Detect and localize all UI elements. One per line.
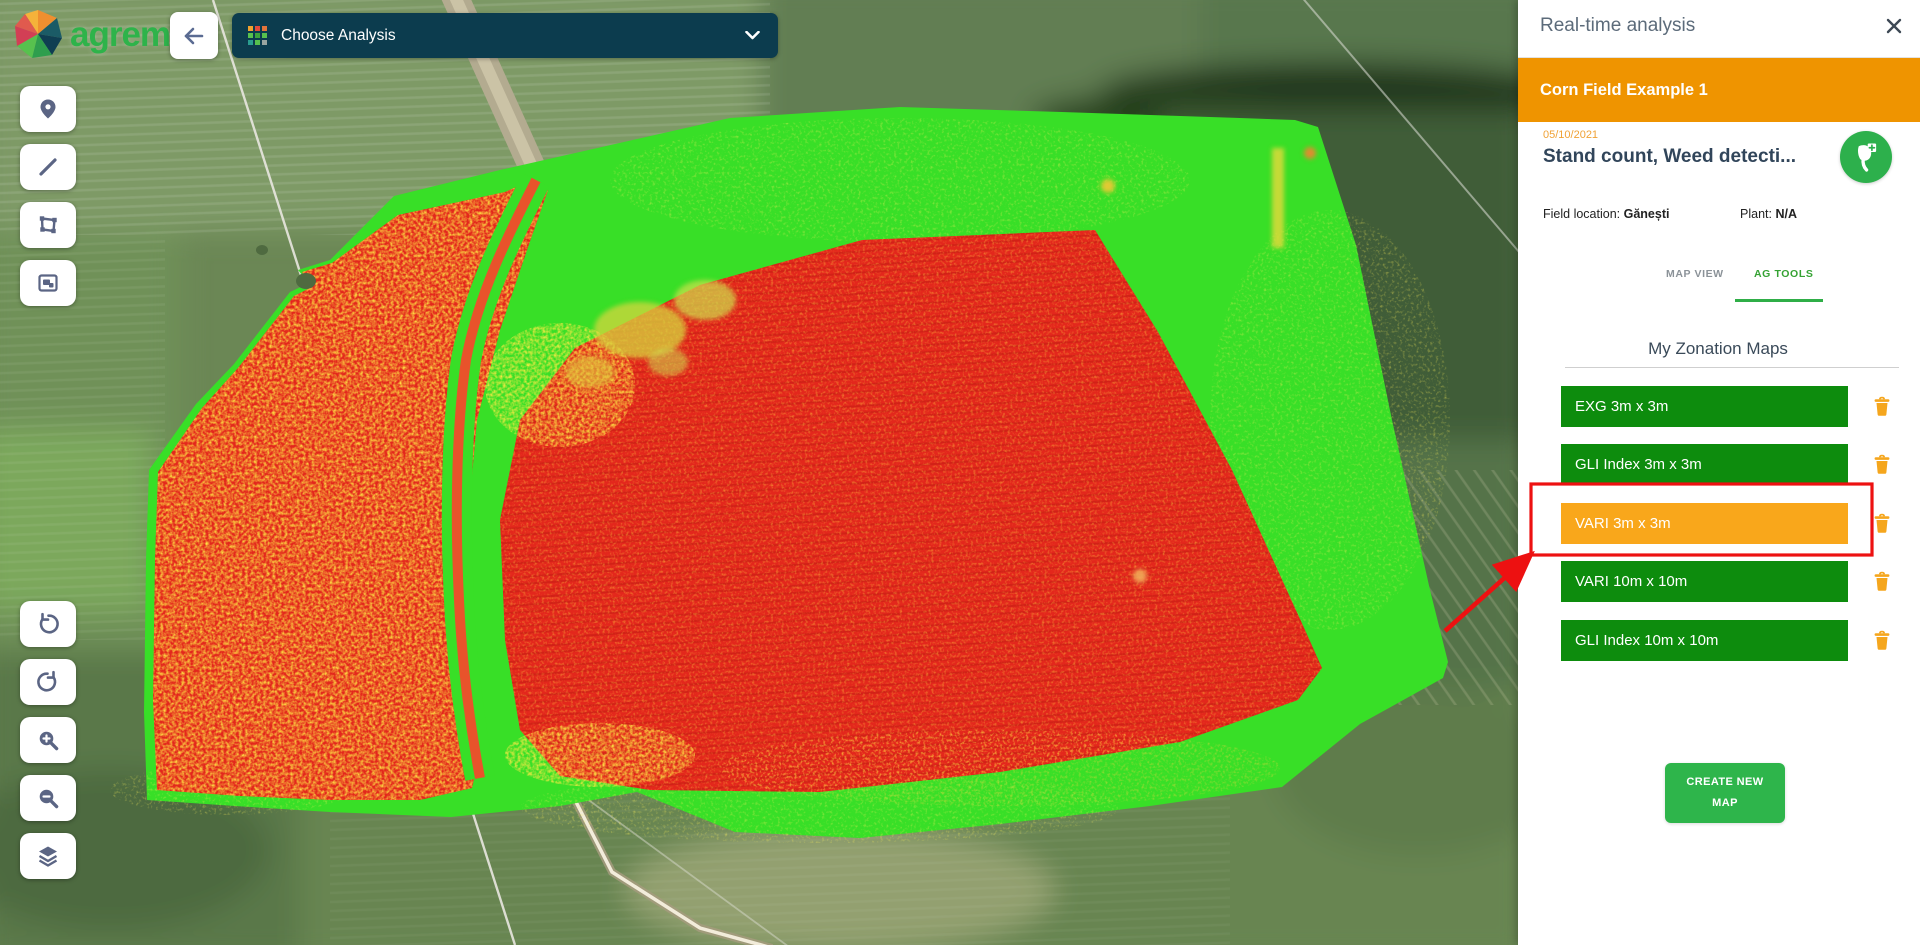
trash-icon bbox=[1874, 630, 1890, 650]
zonation-map-label: GLI Index 3m x 3m bbox=[1575, 456, 1702, 473]
create-new-map-label: CREATE NEW MAP bbox=[1686, 776, 1764, 809]
zonation-map-gli-10m[interactable]: GLI Index 10m x 10m bbox=[1561, 620, 1848, 661]
delete-gli-3m-button[interactable] bbox=[1871, 453, 1893, 475]
trash-icon bbox=[1874, 513, 1890, 533]
satellite-map bbox=[0, 0, 1518, 945]
delete-gli-10m-button[interactable] bbox=[1871, 629, 1893, 651]
map-canvas[interactable]: agremo™ Choose Analysis bbox=[0, 0, 1518, 945]
plant-label: Plant: bbox=[1740, 207, 1776, 221]
layers-icon bbox=[38, 846, 58, 867]
section-divider bbox=[1565, 367, 1899, 368]
choose-analysis-label: Choose Analysis bbox=[281, 26, 396, 44]
zonation-map-label: EXG 3m x 3m bbox=[1575, 398, 1669, 415]
field-name-banner: Corn Field Example 1 bbox=[1518, 58, 1920, 122]
zoom-in-button[interactable] bbox=[20, 717, 76, 763]
field-location-value: Gănești bbox=[1623, 207, 1670, 221]
add-analysis-button[interactable] bbox=[1840, 131, 1892, 183]
delete-vari-10m-button[interactable] bbox=[1871, 570, 1893, 592]
header-divider bbox=[1518, 57, 1920, 58]
real-time-analysis-panel: Real-time analysis Corn Field Example 1 … bbox=[1518, 0, 1920, 945]
zonation-map-label: VARI 10m x 10m bbox=[1575, 573, 1688, 590]
delete-exg-3m-button[interactable] bbox=[1871, 395, 1893, 417]
leaf-plus-icon bbox=[1857, 143, 1877, 172]
trash-icon bbox=[1874, 396, 1890, 416]
chevron-down-icon bbox=[745, 31, 760, 40]
panel-tabs: MAP VIEW AG TOOLS bbox=[1518, 268, 1920, 288]
ndvi-overlay-layer bbox=[110, 107, 1450, 843]
location-pin-button[interactable] bbox=[20, 86, 76, 132]
field-location-label: Field location: bbox=[1543, 207, 1624, 221]
back-arrow-icon bbox=[184, 27, 204, 44]
zoom-out-button[interactable] bbox=[20, 775, 76, 821]
close-button[interactable] bbox=[1885, 17, 1905, 37]
back-button[interactable] bbox=[170, 12, 218, 59]
zonation-map-gli-3m[interactable]: GLI Index 3m x 3m bbox=[1561, 444, 1848, 485]
close-icon bbox=[1886, 18, 1902, 34]
tab-ag-tools[interactable]: AG TOOLS bbox=[1754, 268, 1814, 280]
zoom-out-icon bbox=[39, 789, 59, 809]
undo-button[interactable] bbox=[20, 601, 76, 647]
active-tab-underline bbox=[1735, 299, 1823, 302]
draw-polygon-icon bbox=[39, 216, 57, 234]
image-overlay-button[interactable] bbox=[20, 260, 76, 306]
measure-line-icon bbox=[39, 158, 57, 176]
undo-icon bbox=[39, 612, 59, 634]
trash-icon bbox=[1874, 454, 1890, 474]
redo-icon bbox=[37, 670, 57, 692]
trash-icon bbox=[1874, 571, 1890, 591]
create-new-map-button[interactable]: CREATE NEW MAP bbox=[1665, 763, 1785, 823]
analysis-title: Stand count, Weed detecti... bbox=[1543, 146, 1797, 167]
image-overlay-icon bbox=[38, 274, 58, 292]
zonation-map-vari-10m[interactable]: VARI 10m x 10m bbox=[1561, 561, 1848, 602]
analysis-date: 05/10/2021 bbox=[1543, 129, 1599, 141]
agremo-leaf-icon bbox=[15, 10, 62, 58]
draw-polygon-button[interactable] bbox=[20, 202, 76, 248]
plant-value: N/A bbox=[1775, 207, 1797, 221]
zoom-in-icon bbox=[39, 731, 59, 751]
redo-button[interactable] bbox=[20, 659, 76, 705]
tab-map-view[interactable]: MAP VIEW bbox=[1666, 268, 1724, 280]
analysis-grid-icon bbox=[248, 26, 267, 45]
layers-button[interactable] bbox=[20, 833, 76, 879]
zonation-map-vari-3m[interactable]: VARI 3m x 3m bbox=[1561, 503, 1848, 544]
zonation-map-label: VARI 3m x 3m bbox=[1575, 515, 1671, 532]
choose-analysis-dropdown[interactable]: Choose Analysis bbox=[232, 13, 778, 58]
field-location: Field location: Gănești bbox=[1543, 207, 1669, 221]
zonation-maps-heading: My Zonation Maps bbox=[1648, 339, 1788, 358]
location-pin-icon bbox=[40, 99, 56, 119]
plant: Plant: N/A bbox=[1740, 207, 1797, 221]
zonation-map-label: GLI Index 10m x 10m bbox=[1575, 632, 1719, 649]
measure-line-button[interactable] bbox=[20, 144, 76, 190]
panel-title: Real-time analysis bbox=[1540, 15, 1696, 36]
delete-vari-3m-button[interactable] bbox=[1871, 512, 1893, 534]
zonation-map-exg-3m[interactable]: EXG 3m x 3m bbox=[1561, 386, 1848, 427]
field-name: Corn Field Example 1 bbox=[1540, 80, 1708, 99]
